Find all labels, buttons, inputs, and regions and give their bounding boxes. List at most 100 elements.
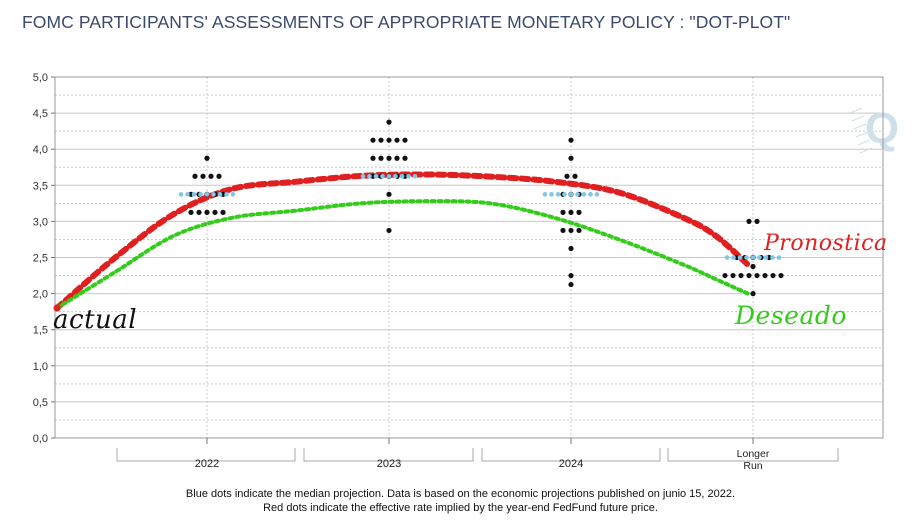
- participant-dot: [386, 227, 392, 234]
- participant-dot: [204, 155, 210, 161]
- median-dot: [757, 255, 762, 260]
- participant-dot: [208, 173, 214, 179]
- participant-dot: [402, 137, 408, 143]
- participant-dot: [576, 227, 582, 234]
- axes: 0,0 0,5 1,0 1,5 2,0 2,5 3,0 3,5 4,0 4,5 5,0 2022 202…: [33, 72, 884, 472]
- median-dot: [562, 192, 567, 197]
- participant-dot: [572, 173, 578, 179]
- participant-dot: [370, 137, 376, 143]
- participant-dot: [576, 209, 582, 215]
- median-dot: [406, 173, 411, 179]
- participant-dot: [196, 209, 202, 215]
- footnote-red: Red dots indicate the effective rate imp…: [263, 502, 658, 514]
- watermark-streak: [853, 123, 867, 130]
- participant-dot: [730, 272, 736, 279]
- participant-dot: [568, 272, 574, 279]
- watermark-streak: [849, 107, 863, 114]
- median-dot: [393, 173, 398, 179]
- trend-series: [53, 171, 751, 312]
- participant-dot: [378, 155, 384, 161]
- participant-dot: [770, 272, 776, 279]
- y-tick-label: 2,0: [33, 289, 48, 301]
- median-dot: [204, 192, 210, 197]
- participant-dot: [746, 272, 752, 279]
- median-dot: [581, 192, 587, 197]
- participant-dot: [560, 209, 566, 215]
- x-category-bracket: [667, 448, 839, 462]
- median-dot: [568, 192, 574, 197]
- participant-dot: [386, 137, 392, 143]
- median-dot: [737, 255, 743, 260]
- median-dot: [386, 173, 392, 179]
- median-dot: [360, 173, 366, 179]
- annotation-deseado: Deseado: [734, 301, 847, 330]
- y-tick-label: 3,0: [33, 216, 48, 228]
- participant-dot: [212, 209, 218, 215]
- y-tick-label: 1,5: [33, 325, 48, 337]
- series-start-point: [53, 304, 61, 312]
- participant-dot: [192, 173, 198, 179]
- participant-dot: [378, 137, 384, 143]
- x-category-bracket: [481, 448, 661, 462]
- median-dot: [594, 192, 600, 197]
- median-dot: [724, 255, 730, 260]
- annotation-actual: actual: [53, 305, 137, 335]
- median-dot: [575, 192, 580, 197]
- median-dot: [224, 192, 229, 197]
- participant-dot: [560, 227, 566, 234]
- participant-dot: [568, 245, 574, 252]
- median-dot: [549, 192, 554, 197]
- participant-dot: [750, 291, 756, 297]
- x-category-label: Longer: [737, 448, 770, 460]
- x-category-bracket: [303, 448, 474, 462]
- median-dot: [380, 173, 385, 179]
- participant-dot: [754, 218, 760, 224]
- watermark-streak: [859, 147, 873, 154]
- participant-dot: [754, 272, 760, 279]
- participant-dot: [568, 209, 574, 215]
- participant-dot: [220, 209, 226, 215]
- median-dot: [763, 255, 769, 260]
- y-tick-label: 4,5: [33, 108, 48, 120]
- x-category-label: Run: [743, 460, 762, 472]
- x-category-bracket: [116, 448, 296, 462]
- participant-dot: [750, 263, 756, 270]
- median-dot: [750, 255, 756, 260]
- watermark-logo: Q: [849, 104, 899, 154]
- median-dot: [230, 192, 236, 197]
- watermark-streak: [855, 131, 869, 138]
- participant-dot: [188, 209, 194, 215]
- median-dot: [770, 255, 775, 260]
- series-line-pronostico: [54, 171, 751, 312]
- median-dot: [367, 173, 372, 179]
- x-category-label: 2023: [377, 458, 401, 470]
- median-dot: [776, 255, 782, 260]
- median-dot: [217, 192, 223, 197]
- participant-dot: [568, 227, 574, 234]
- participant-dot: [722, 272, 728, 279]
- series-line-deseado: [55, 199, 750, 311]
- participant-dot: [386, 155, 392, 161]
- median-dot: [373, 173, 379, 179]
- median-dot: [198, 192, 203, 197]
- median-dot: [588, 192, 593, 197]
- participant-dot: [386, 191, 392, 197]
- watermark-letter: Q: [865, 104, 899, 153]
- participant-dot: [394, 155, 400, 161]
- median-dot: [211, 192, 216, 197]
- participant-dot: [394, 137, 400, 143]
- watermark-streak: [857, 139, 871, 146]
- participant-dot: [200, 173, 206, 179]
- median-dot: [555, 192, 561, 197]
- median-dot: [542, 192, 548, 197]
- y-tick-label: 2,5: [33, 253, 48, 265]
- median-dot: [412, 173, 418, 179]
- footnote-median: Blue dots indicate the median projection…: [185, 488, 736, 500]
- y-tick-label: 0,5: [33, 397, 48, 409]
- median-dot: [744, 255, 749, 260]
- median-dot: [178, 192, 184, 197]
- participant-dot: [402, 155, 408, 161]
- x-category-label: 2022: [195, 458, 219, 470]
- y-tick-label: 1,0: [33, 361, 48, 373]
